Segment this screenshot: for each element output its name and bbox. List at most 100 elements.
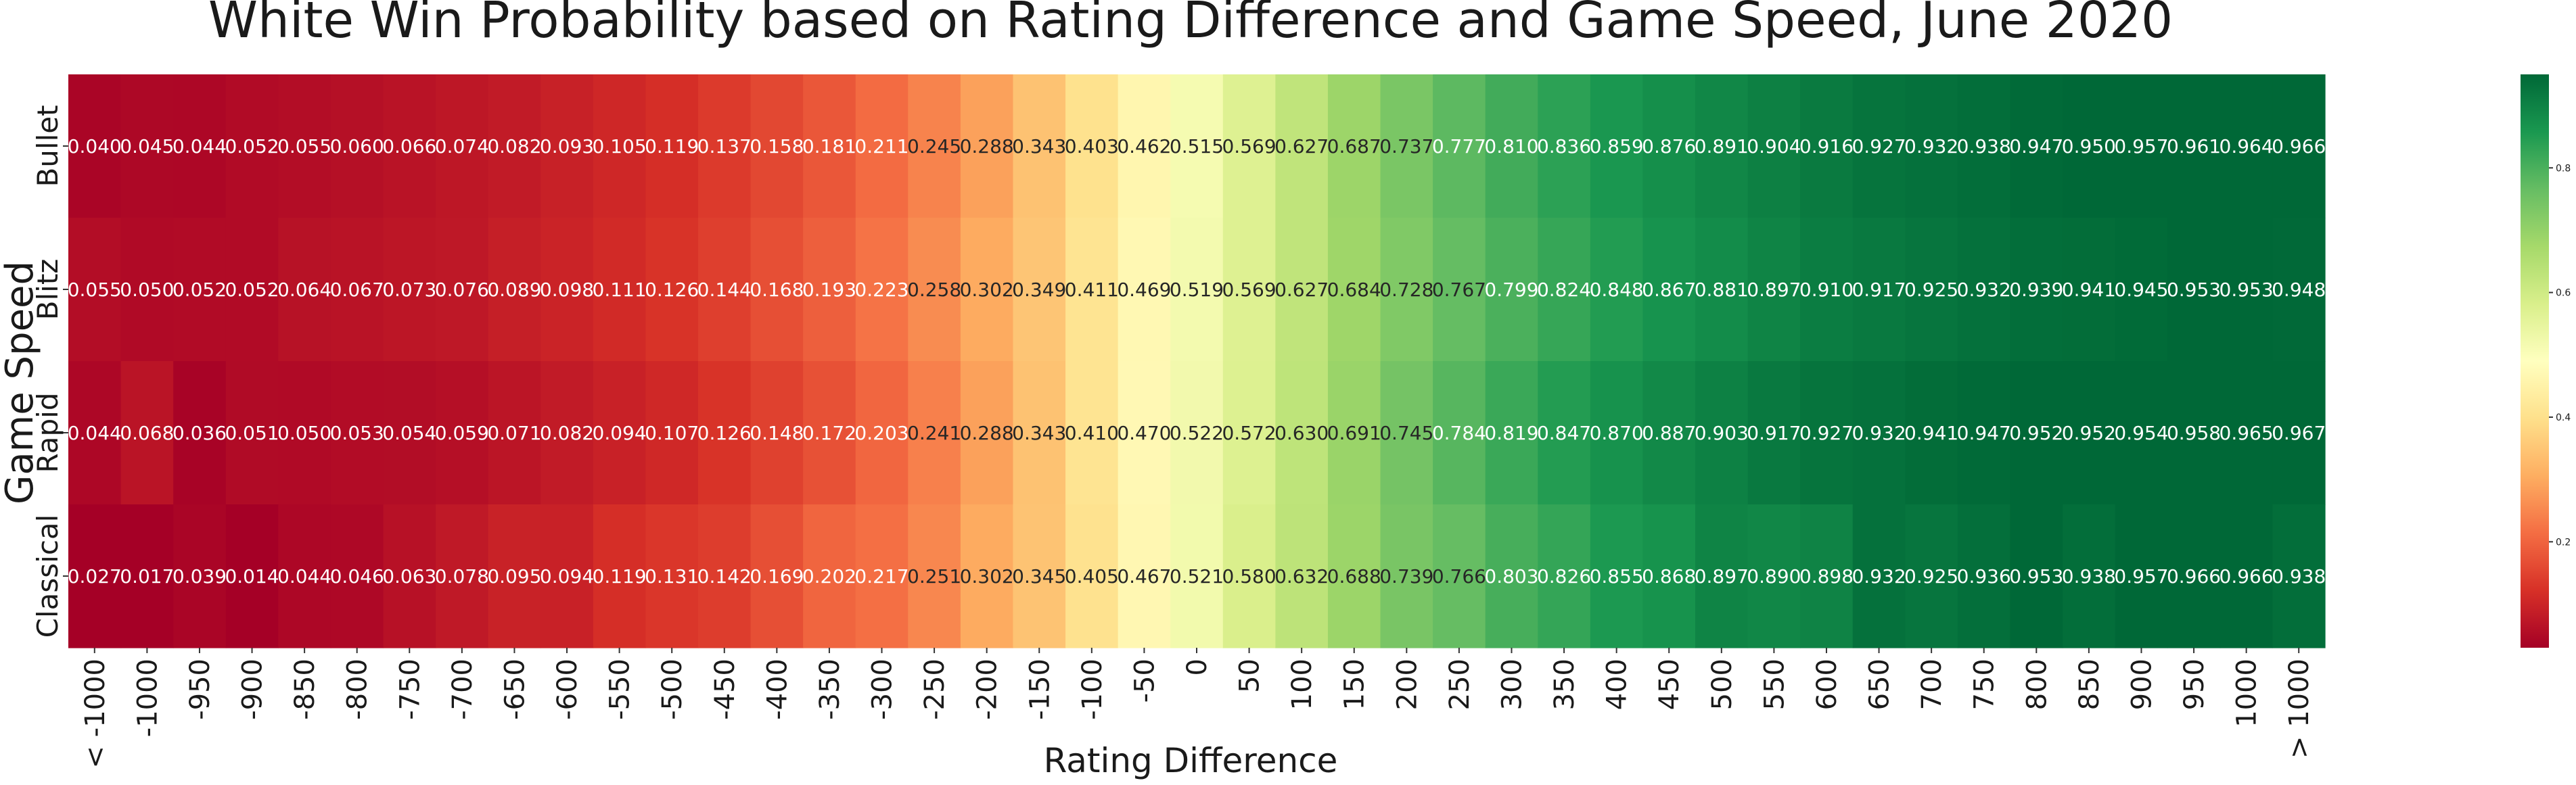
cell-value-label: 0.014 [225, 565, 279, 588]
y-tick-label: Blitz [31, 259, 64, 320]
cell-value-label: 0.071 [487, 422, 541, 444]
x-axis-label: Rating Difference [1044, 741, 1338, 780]
x-tick-label: 150 [1339, 659, 1371, 710]
heatmap-cell [1957, 361, 2011, 505]
cell-value-label: 0.967 [2272, 422, 2326, 444]
heatmap-cell [2220, 504, 2274, 648]
heatmap-cell [908, 504, 961, 648]
cell-value-label: 0.932 [1957, 279, 2011, 301]
x-tick-label: -900 [237, 659, 269, 720]
cell-value-label: 0.953 [2009, 565, 2063, 588]
heatmap-cell [1590, 218, 1644, 362]
cell-value-label: 0.144 [697, 279, 752, 301]
heatmap-cell [278, 361, 331, 505]
heatmap-cell [593, 504, 646, 648]
cell-value-label: 0.941 [1904, 422, 1958, 444]
heatmap-cell [803, 74, 856, 218]
heatmap-cell [1590, 74, 1644, 218]
cell-value-label: 0.966 [2167, 565, 2221, 588]
cell-value-label: 0.938 [2062, 565, 2116, 588]
x-tick-label: -150 [1024, 659, 1055, 720]
cell-value-label: 0.076 [435, 279, 489, 301]
cell-value-label: 0.938 [1957, 135, 2011, 158]
cell-value-label: 0.137 [697, 135, 752, 158]
heatmap-cell [1957, 74, 2011, 218]
cell-value-label: 0.966 [2272, 135, 2326, 158]
cell-value-label: 0.916 [1799, 135, 1854, 158]
cell-value-label: 0.126 [645, 279, 699, 301]
cell-value-label: 0.211 [854, 135, 908, 158]
heatmap-cell [1222, 504, 1276, 648]
x-tick-label: 750 [1969, 659, 2000, 710]
heatmap-cell [855, 504, 908, 648]
x-tick-label: 650 [1864, 659, 1895, 710]
cell-value-label: 0.181 [802, 135, 856, 158]
x-tick-label: 200 [1392, 659, 1423, 710]
cell-value-label: 0.050 [120, 279, 174, 301]
cell-value-label: 0.688 [1327, 565, 1381, 588]
heatmap-cell [1642, 218, 1696, 362]
cell-value-label: 0.691 [1327, 422, 1381, 444]
cell-value-label: 0.519 [1170, 279, 1224, 301]
cell-value-label: 0.684 [1327, 279, 1381, 301]
heatmap-cell [2167, 361, 2221, 505]
cell-value-label: 0.241 [907, 422, 961, 444]
cell-value-label: 0.288 [960, 422, 1014, 444]
heatmap-cell [383, 218, 436, 362]
x-tick-label: 300 [1496, 659, 1527, 710]
heatmap-cell [1905, 74, 1958, 218]
heatmap-cell [1538, 504, 1591, 648]
heatmap-cell [803, 504, 856, 648]
x-tick-label: -550 [605, 659, 636, 720]
cell-value-label: 0.094 [540, 565, 594, 588]
heatmap-cell [488, 361, 541, 505]
heatmap-cell [2167, 74, 2221, 218]
heatmap-cell [383, 504, 436, 648]
cell-value-label: 0.107 [645, 422, 699, 444]
heatmap-cell [1590, 504, 1644, 648]
cell-value-label: 0.948 [2272, 279, 2326, 301]
heatmap-cell [1065, 218, 1119, 362]
heatmap-cell [645, 504, 699, 648]
x-tick-label: 900 [2126, 659, 2157, 710]
cell-value-label: 0.068 [120, 422, 174, 444]
cell-value-label: 0.961 [2167, 135, 2221, 158]
cell-value-label: 0.917 [1747, 422, 1801, 444]
cell-value-label: 0.925 [1904, 279, 1958, 301]
cell-value-label: 0.245 [907, 135, 961, 158]
heatmap-cell [1433, 74, 1486, 218]
heatmap-cell [1013, 504, 1066, 648]
cell-value-label: 0.932 [1852, 565, 1906, 588]
x-tick-label: -200 [972, 659, 1003, 720]
cell-value-label: 0.876 [1642, 135, 1696, 158]
cell-value-label: 0.470 [1117, 422, 1171, 444]
x-tick-label: 350 [1549, 659, 1580, 710]
heatmap-cell [2010, 74, 2063, 218]
heatmap-cell [960, 218, 1014, 362]
cell-value-label: 0.052 [225, 135, 279, 158]
cell-value-label: 0.027 [68, 565, 122, 588]
heatmap-cell [1852, 504, 1906, 648]
cell-value-label: 0.349 [1012, 279, 1066, 301]
cell-value-label: 0.095 [487, 565, 541, 588]
heatmap-cell [593, 74, 646, 218]
cell-value-label: 0.855 [1590, 565, 1644, 588]
x-tick-label: 950 [2179, 659, 2210, 710]
x-tick-label: -350 [814, 659, 846, 720]
cell-value-label: 0.627 [1274, 135, 1329, 158]
heatmap-cell [2115, 504, 2168, 648]
cell-value-label: 0.910 [1799, 279, 1854, 301]
heatmap-cell [1380, 218, 1433, 362]
cell-value-label: 0.630 [1274, 422, 1329, 444]
cell-value-label: 0.945 [2114, 279, 2168, 301]
y-tick-labels: Bullet Blitz Rapid Classical [31, 105, 68, 638]
cell-value-label: 0.728 [1379, 279, 1433, 301]
cell-value-label: 0.737 [1379, 135, 1433, 158]
cell-value-label: 0.345 [1012, 565, 1066, 588]
heatmap-cell [2010, 361, 2063, 505]
x-tick-label: 500 [1707, 659, 1738, 710]
heatmap-cell [1800, 218, 1854, 362]
heatmap-cell [1852, 74, 1906, 218]
heatmap-cell [908, 218, 961, 362]
heatmap-cell [1118, 361, 1171, 505]
